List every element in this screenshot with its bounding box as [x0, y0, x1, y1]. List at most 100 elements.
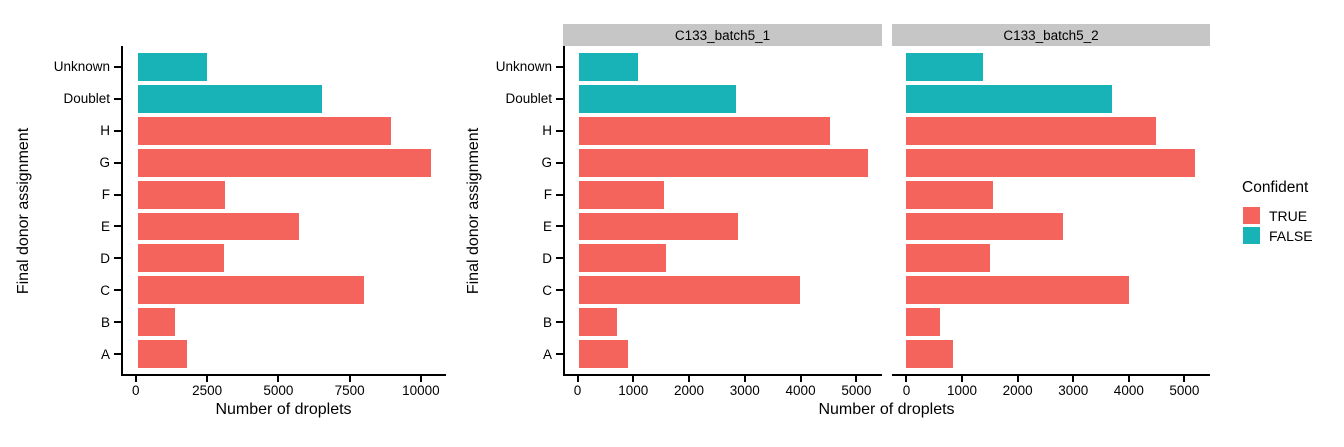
- x-axis-tick: [632, 376, 635, 382]
- bar-row-unknown: [565, 51, 882, 83]
- facet2-x-axis: 0 1000 2000 3000 4000 5000: [892, 376, 1210, 398]
- left-y-axis-labels: Unknown Doublet H G F E D C B A: [20, 46, 121, 374]
- bar-f: [906, 180, 994, 209]
- x-axis-tick-label: 7500: [334, 383, 365, 398]
- bar-g: [137, 148, 431, 177]
- bar-c: [906, 276, 1129, 305]
- bar-row-e: [565, 211, 882, 243]
- bar-row-e: [892, 211, 1210, 243]
- legend-label-true: TRUE: [1269, 207, 1308, 224]
- y-axis-tick: [114, 129, 121, 132]
- y-axis-label: D: [100, 250, 110, 266]
- y-axis-tick: [556, 321, 563, 324]
- y-axis-tick: [556, 257, 563, 260]
- bar-row-d: [892, 242, 1210, 274]
- legend-swatch-false-icon: [1243, 227, 1260, 244]
- y-axis-label: Unknown: [495, 59, 552, 75]
- y-axis-tick: [556, 353, 563, 356]
- y-axis-tick: [556, 129, 563, 132]
- y-axis-label: H: [542, 123, 552, 139]
- bar-unknown: [579, 53, 638, 81]
- y-axis-label: G: [99, 155, 110, 171]
- legend: Confident TRUE FALSE: [1240, 179, 1344, 247]
- y-axis-label-row: E: [462, 211, 563, 243]
- bar-row-doublet: [123, 83, 446, 115]
- bar-row-c: [892, 274, 1210, 306]
- left-x-axis-title: Number of droplets: [215, 401, 352, 418]
- bar-g: [579, 148, 868, 177]
- x-axis-tick-label: 2500: [192, 383, 223, 398]
- x-axis-tick-label: 0: [132, 383, 140, 398]
- y-axis-label-row: Unknown: [20, 51, 121, 83]
- y-axis-tick: [114, 321, 121, 324]
- bar-row-h: [892, 115, 1210, 147]
- y-axis-tick: [556, 193, 563, 196]
- y-axis-tick: [556, 161, 563, 164]
- x-axis-tick: [576, 376, 579, 382]
- facet-panel-batch5-2: [892, 46, 1210, 376]
- bar-row-a: [123, 338, 446, 370]
- y-axis-label: H: [100, 123, 110, 139]
- y-axis-label: F: [101, 187, 110, 203]
- x-axis-tick: [799, 376, 802, 382]
- y-axis-tick: [556, 225, 563, 228]
- legend-entry-false: FALSE: [1243, 227, 1344, 244]
- x-axis-tick-label: 5000: [1169, 383, 1200, 398]
- x-axis-tick: [348, 376, 351, 382]
- right-y-axis-labels: Unknown Doublet H G F E D C B A: [462, 46, 563, 374]
- y-axis-tick: [114, 289, 121, 292]
- y-axis-label: F: [543, 187, 552, 203]
- bar-row-unknown: [123, 51, 446, 83]
- x-axis-tick: [855, 376, 858, 382]
- bar-b: [579, 308, 618, 337]
- bar-a: [137, 340, 188, 369]
- y-axis-label: B: [100, 314, 110, 330]
- y-axis-tick: [114, 97, 121, 100]
- x-axis-tick-label: 3000: [1058, 383, 1089, 398]
- y-axis-label-row: B: [462, 306, 563, 338]
- x-axis-tick: [905, 376, 908, 382]
- facet1-x-axis: 0 1000 2000 3000 4000 5000: [563, 376, 882, 398]
- y-axis-label-row: G: [462, 147, 563, 179]
- bar-row-c: [123, 274, 446, 306]
- bar-f: [137, 180, 225, 209]
- y-axis-label-row: C: [20, 274, 121, 306]
- y-axis-label: G: [541, 155, 552, 171]
- bar-row-f: [123, 179, 446, 211]
- y-axis-tick: [114, 257, 121, 260]
- bar-b: [906, 308, 941, 337]
- x-axis-tick: [277, 376, 280, 382]
- bar-a: [906, 340, 954, 369]
- bar-row-g: [892, 147, 1210, 179]
- y-axis-label-row: Unknown: [462, 51, 563, 83]
- y-axis-label: A: [100, 346, 110, 362]
- y-axis-label-row: F: [462, 179, 563, 211]
- bar-row-b: [565, 306, 882, 338]
- y-axis-label-row: H: [462, 115, 563, 147]
- y-axis-label: E: [100, 218, 110, 234]
- x-axis-tick: [206, 376, 209, 382]
- x-axis-tick: [1016, 376, 1019, 382]
- y-axis-label: Doublet: [505, 91, 552, 107]
- y-axis-label-row: D: [462, 242, 563, 274]
- y-axis-tick: [556, 289, 563, 292]
- x-axis-tick-label: 0: [902, 383, 911, 398]
- bar-e: [579, 212, 739, 241]
- y-axis-label: B: [542, 314, 552, 330]
- y-axis-tick: [556, 65, 563, 68]
- y-axis-label: D: [542, 250, 552, 266]
- bar-h: [579, 116, 830, 145]
- y-axis-label-row: G: [20, 147, 121, 179]
- legend-swatch-true-icon: [1243, 207, 1260, 224]
- right-x-axis-title: Number of droplets: [818, 401, 955, 418]
- bar-row-h: [123, 115, 446, 147]
- bar-g: [906, 148, 1195, 177]
- y-axis-label: A: [542, 346, 552, 362]
- x-axis-tick: [688, 376, 691, 382]
- bar-row-doublet: [565, 83, 882, 115]
- y-axis-tick: [114, 193, 121, 196]
- bar-row-g: [565, 147, 882, 179]
- y-axis-label: E: [542, 218, 552, 234]
- y-axis-label-row: H: [20, 115, 121, 147]
- overall-bar-panel: [121, 46, 446, 376]
